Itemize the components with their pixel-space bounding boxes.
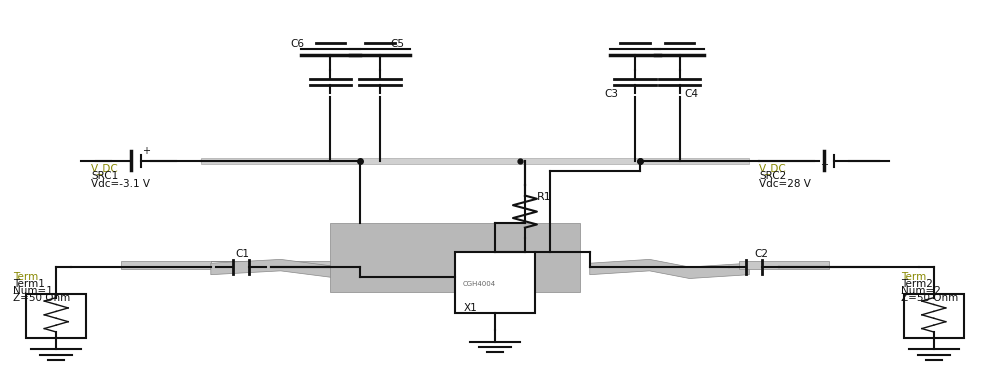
Text: SRC2: SRC2: [759, 171, 787, 181]
Text: Term: Term: [901, 273, 926, 283]
Text: SRC1: SRC1: [91, 171, 118, 181]
Polygon shape: [211, 259, 400, 278]
Text: Vdc=28 V: Vdc=28 V: [759, 179, 811, 189]
Text: +: +: [142, 146, 150, 156]
Text: Term2: Term2: [901, 279, 933, 289]
Text: R1: R1: [537, 192, 552, 202]
Polygon shape: [201, 158, 520, 164]
Bar: [26, 294, 86, 338]
Polygon shape: [520, 158, 749, 164]
Bar: [455, 252, 535, 313]
Text: Term: Term: [13, 273, 39, 283]
Polygon shape: [121, 261, 420, 269]
Text: Num=2: Num=2: [901, 286, 941, 296]
Text: C4: C4: [684, 89, 698, 99]
Text: C5: C5: [390, 39, 404, 49]
Text: Num=1: Num=1: [13, 286, 53, 296]
Text: C2: C2: [754, 249, 768, 259]
Polygon shape: [590, 259, 749, 278]
Text: +: +: [820, 160, 828, 170]
Text: Term1: Term1: [13, 279, 45, 289]
Bar: [904, 294, 964, 338]
Text: X1: X1: [464, 303, 478, 313]
Text: C3: C3: [605, 89, 619, 99]
Text: Vdc=-3.1 V: Vdc=-3.1 V: [91, 179, 150, 189]
Text: V_DC: V_DC: [91, 164, 119, 174]
Polygon shape: [739, 261, 829, 269]
Text: C6: C6: [291, 39, 305, 49]
Bar: [330, 223, 580, 292]
Text: CGH4004: CGH4004: [463, 281, 496, 287]
Text: Z=50 Ohm: Z=50 Ohm: [901, 293, 958, 303]
Text: V_DC: V_DC: [759, 164, 787, 174]
Text: C1: C1: [236, 249, 250, 259]
Text: Z=50 Ohm: Z=50 Ohm: [13, 293, 71, 303]
